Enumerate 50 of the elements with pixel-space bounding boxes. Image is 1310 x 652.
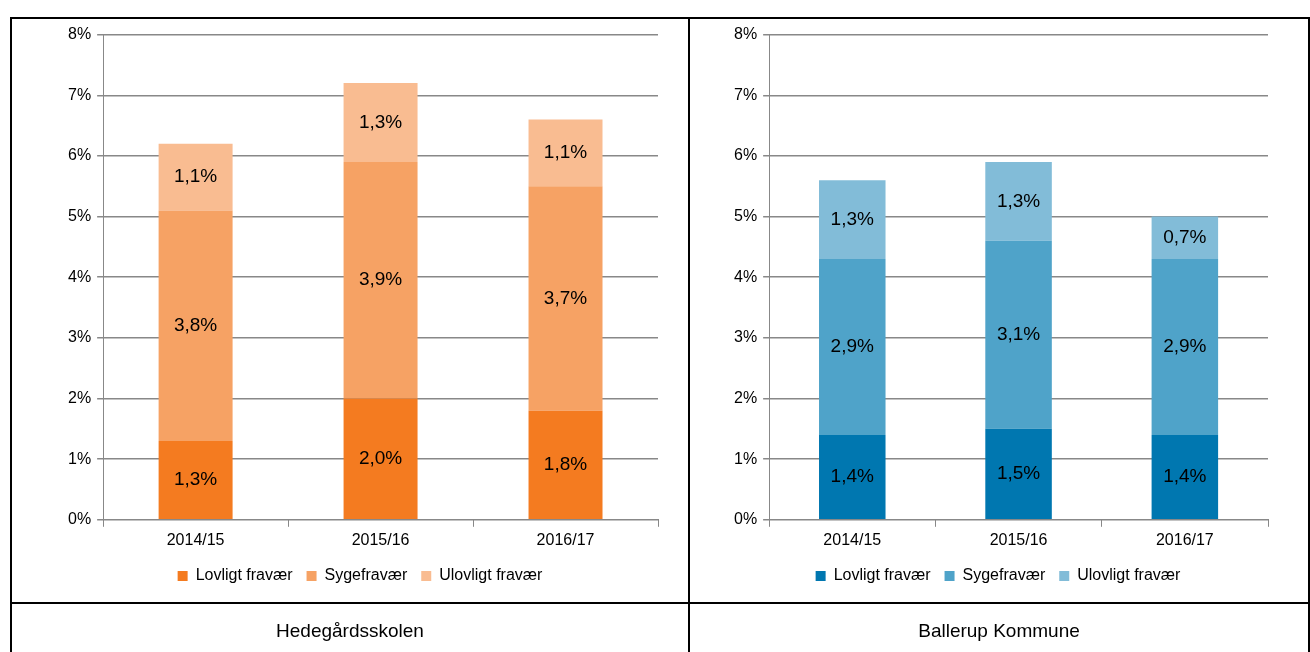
y-tick-label: 3% [734,328,758,346]
data-label: 1,3% [173,468,218,490]
data-label: 3,9% [358,268,403,290]
text: Hedegårdsskolen [12,602,688,652]
y-tick-label: 4% [68,267,92,285]
y-tick-label: 3% [68,328,92,346]
y-tick-label: 8% [68,25,92,43]
legend-label: Lovligt fravær [195,566,294,584]
legend-label: Ulovligt fravær [439,566,544,584]
y-tick-label: 2% [68,388,92,406]
x-tick-label: 2016/17 [1155,530,1214,548]
x-tick-label: 2014/15 [166,530,225,548]
legend-label: Sygefravær [324,566,408,584]
data-label: 2,9% [1163,335,1207,357]
x-tick-label: 2015/16 [351,530,410,548]
data-label: 2,0% [358,447,403,469]
x-tick-label: 2014/15 [823,530,882,548]
y-tick-label: 1% [734,449,758,467]
y-tick-label: 8% [734,25,758,43]
text: Ballerup Kommune [690,602,1308,652]
y-tick-label: 0% [68,510,92,528]
data-label: 1,1% [173,165,218,187]
data-label: 1,3% [830,207,875,229]
y-tick-label: 5% [734,206,758,224]
data-label: 3,1% [996,323,1041,345]
y-tick-label: 4% [734,267,758,285]
data-label: 3,7% [543,286,588,308]
legend-label: Lovligt fravær [833,566,932,584]
x-tick-label: 2015/16 [989,530,1048,548]
data-label: 1,4% [830,465,875,487]
y-tick-label: 0% [734,510,758,528]
y-tick-label: 6% [734,146,758,164]
data-label: 1,1% [543,141,588,163]
legend-label: Sygefravær [962,566,1046,584]
y-tick-label: 7% [734,85,758,103]
data-label: 2,9% [830,335,875,357]
x-tick-label: 2016/17 [536,530,595,548]
data-label: 1,3% [996,189,1041,211]
data-label: 1,4% [1163,465,1207,487]
legend-label: Ulovligt fravær [1077,566,1182,584]
data-label: 1,5% [996,462,1041,484]
y-tick-label: 6% [68,146,92,164]
data-label: 3,8% [173,313,218,335]
data-label: 1,3% [358,110,403,132]
y-tick-label: 5% [68,206,92,224]
data-label: 1,8% [543,453,588,475]
y-tick-label: 2% [734,388,758,406]
data-label: 0,7% [1163,226,1207,248]
y-tick-label: 1% [68,449,92,467]
y-tick-label: 7% [68,85,92,103]
